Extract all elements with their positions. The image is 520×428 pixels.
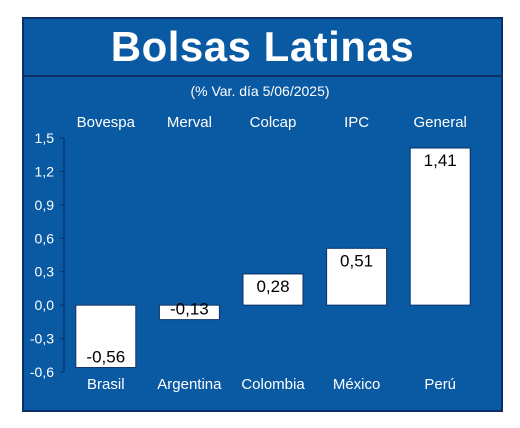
index-label: Bovespa (77, 114, 136, 131)
index-label: Merval (167, 114, 212, 131)
y-tick-label: 1,5 (35, 130, 55, 146)
data-label: -0,56 (86, 348, 125, 367)
y-tick-label: 0,0 (35, 297, 55, 313)
index-label: IPC (344, 114, 369, 131)
x-tick-label: Brasil (87, 376, 125, 393)
bar (409, 147, 471, 306)
x-tick-label: México (333, 376, 381, 393)
data-label: 0,51 (340, 251, 373, 270)
x-tick-label: Perú (424, 376, 456, 393)
chart-title: Bolsas Latinas (110, 23, 415, 70)
x-tick-label: Argentina (157, 376, 222, 393)
bar (75, 304, 137, 369)
x-tick-label: Colombia (241, 376, 305, 393)
chart-subtitle: (% Var. día 5/06/2025) (190, 83, 329, 99)
y-tick-label: 0,9 (35, 197, 55, 213)
y-tick-label: -0,3 (30, 331, 54, 347)
bar (158, 304, 220, 321)
data-label: 1,41 (424, 151, 457, 170)
y-tick-label: 0,3 (35, 264, 55, 280)
index-label: Colcap (250, 114, 297, 131)
y-tick-label: 1,2 (35, 163, 55, 179)
data-label: -0,13 (170, 300, 209, 319)
data-label: 0,28 (256, 277, 289, 296)
bar (326, 247, 388, 306)
y-tick-label: 0,6 (35, 230, 55, 246)
bar (242, 273, 304, 306)
index-label: General (414, 114, 467, 131)
y-tick-label: -0,6 (30, 364, 54, 380)
title-box: Bolsas Latinas (24, 19, 501, 77)
